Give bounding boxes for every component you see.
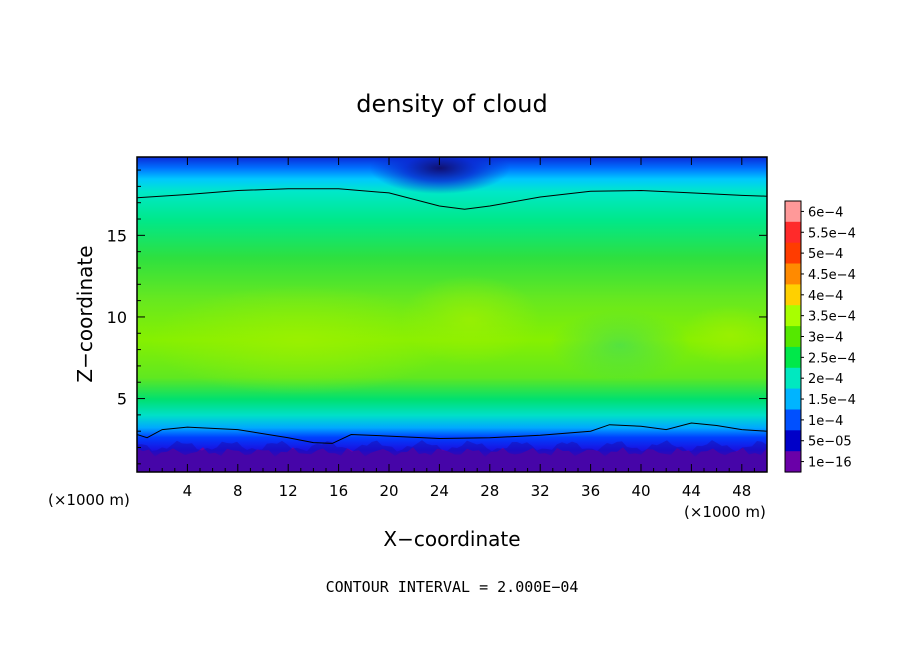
contour-line-2: [137, 422, 767, 444]
colorbar-swatch: [785, 284, 801, 306]
colorbar-swatch: [785, 430, 801, 452]
ground-layer-shape: [137, 440, 767, 472]
x-tick-label: 20: [379, 482, 398, 500]
colorbar-label: 4e−4: [808, 289, 843, 304]
x-tick-label: 40: [631, 482, 650, 500]
field-shading: [400, 275, 540, 365]
colorbar-swatch: [785, 326, 801, 348]
colorbar-swatch: [785, 388, 801, 410]
x-tick-label: 16: [329, 482, 348, 500]
colorbar: 6e−4 5.5e−4 5e−4 4.5e−4 4e−4 3.5e−4 3e−4 2.5e−4…: [784, 200, 856, 473]
x-tick-label: 44: [682, 482, 701, 500]
colorbar-swatch: [785, 346, 801, 369]
colorbar-label: 1e−4: [808, 414, 843, 429]
x-tick-label: 28: [480, 482, 499, 500]
colorbar-label: 1.5e−4: [808, 393, 856, 408]
colorbar-label: 4.5e−4: [808, 268, 856, 283]
colorbar-label: 3.5e−4: [808, 310, 856, 325]
x-axis-label: X−coordinate: [383, 527, 520, 551]
colorbar-swatch: [785, 201, 801, 223]
x-unit-left: (×1000 m): [48, 491, 130, 509]
y-tick-label: 15: [107, 226, 127, 245]
colorbar-label: 5e−4: [808, 247, 843, 262]
colorbar-label: 2.5e−4: [808, 351, 856, 366]
colorbar-label: 5e−05: [808, 435, 852, 450]
contour-interval-note: CONTOUR INTERVAL = 2.000E−04: [326, 578, 579, 596]
x-unit-right: (×1000 m): [684, 503, 766, 521]
y-axis-label: Z−coordinate: [73, 245, 97, 382]
contour-line-1: [137, 188, 767, 210]
y-tick-label: 10: [107, 308, 127, 327]
field-shading: [370, 157, 510, 194]
colorbar-swatch: [785, 367, 801, 390]
colorbar-label: 5.5e−4: [808, 226, 856, 241]
ground-layer-shape: [137, 447, 767, 472]
x-tick-label: 48: [732, 482, 751, 500]
colorbar-label: 2e−4: [808, 372, 843, 387]
x-tick-label: 8: [233, 482, 243, 500]
field-shading: [680, 305, 767, 365]
plot-area: [137, 157, 767, 472]
field-shading: [550, 310, 690, 380]
colorbar-swatch: [785, 451, 801, 473]
x-tick-label: 12: [279, 482, 298, 500]
x-axis-ticks: 4 8 12 16 20 24 28 32 36 40 44 48: [149, 157, 755, 500]
colorbar-swatch: [785, 242, 801, 265]
colorbar-swatch: [785, 409, 801, 431]
contour-lines: [137, 188, 767, 444]
chart-title: density of cloud: [356, 90, 547, 118]
field-shading: [150, 285, 450, 395]
x-tick-label: 36: [581, 482, 600, 500]
ground-layer: [137, 440, 767, 472]
y-axis-ticks: 5 10 15: [107, 169, 767, 465]
colorbar-label: 3e−4: [808, 331, 843, 346]
x-tick-label: 4: [183, 482, 193, 500]
x-tick-label: 32: [531, 482, 550, 500]
y-tick-label: 5: [117, 390, 127, 409]
colorbar-label: 6e−4: [808, 205, 843, 220]
colorbar-swatch: [785, 263, 801, 285]
colorbar-swatch: [785, 221, 801, 244]
x-tick-label: 24: [430, 482, 449, 500]
colorbar-label: 1e−16: [808, 456, 852, 471]
colorbar-swatch: [785, 305, 801, 327]
